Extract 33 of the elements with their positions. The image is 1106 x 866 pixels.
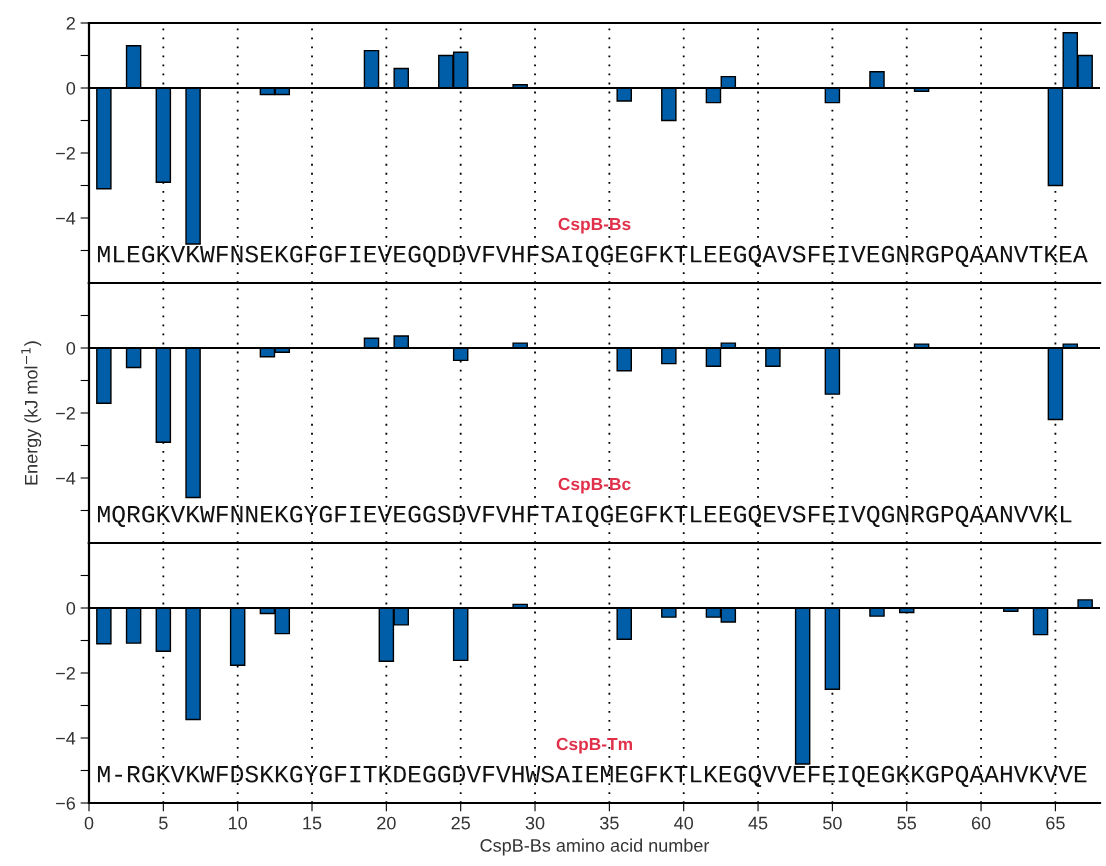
x-tick-label: 50 [823, 816, 842, 830]
annotation: MQRGKVKWFNNEKGYGFIEVEGGSDVFVHFTAIQGEGFKTLEEGQEVSFEIVQGNRGPQAANVVKL [97, 505, 1072, 527]
y-tick-label: 2 [66, 16, 75, 30]
text: CspB-Tm [556, 737, 632, 754]
x-tick-label: 65 [1046, 816, 1065, 830]
y-tick-label: −6 [56, 796, 76, 810]
y-tick-label: −2 [56, 146, 75, 160]
text: CspB-Bs [558, 217, 631, 234]
x-tick-label: 35 [600, 816, 619, 830]
y-tick-label: 0 [66, 81, 76, 95]
x-tick-label: 60 [971, 816, 991, 830]
x-tick-label: 30 [525, 816, 545, 830]
y-tick-label: −4 [56, 732, 76, 745]
annotation: MLEGKVKWFNSEKGFGFIEVEGQDDVFVHFSAIQGEGFKTLEEGQAVSFEIVEGNRGPQAANVTKEA [97, 245, 1088, 267]
x-tick-label: 20 [377, 816, 396, 830]
y-tick-label: −2 [56, 666, 75, 680]
x-tick-label: 55 [897, 816, 917, 830]
y-tick-label: −4 [56, 472, 76, 485]
y-axis-title: Energy (kJ mol$^{−1}$) [21, 341, 42, 485]
annotation: M-RGKVKWFDSKKGYGFITKDEGGDVFVHWSAIEMEGFKTLKEGQVVEFEIQEGKKGPQAAHVKVVE [97, 765, 1087, 787]
x-tick-label: 25 [451, 816, 470, 830]
y-tick-label: −4 [56, 212, 76, 225]
x-tick-label: 0 [84, 816, 94, 830]
x-tick-label: 5 [159, 816, 168, 830]
x-tick-label: 45 [748, 816, 768, 830]
x-tick-label: 10 [229, 816, 248, 830]
y-tick-label: 0 [66, 601, 76, 615]
x-tick-label: 15 [303, 816, 322, 830]
x-tick-label: 40 [674, 816, 694, 830]
y-tick-label: −2 [56, 406, 75, 420]
x-axis-title: CspB-Bs amino acid number [480, 838, 710, 856]
y-tick-label: 0 [66, 341, 76, 355]
text: CspB-Bc [558, 477, 631, 494]
